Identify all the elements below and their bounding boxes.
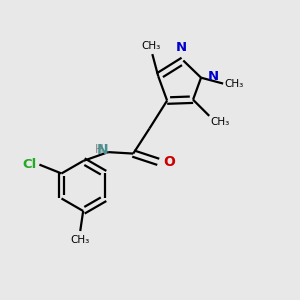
Text: N: N [208,70,219,83]
Text: O: O [164,155,175,169]
Text: N: N [176,41,188,54]
Text: CH₃: CH₃ [211,117,230,127]
Text: H: H [95,143,104,156]
Text: N: N [97,143,108,157]
Text: CH₃: CH₃ [70,235,90,244]
Text: Cl: Cl [23,158,37,171]
Text: CH₃: CH₃ [141,40,160,51]
Text: CH₃: CH₃ [225,79,244,88]
